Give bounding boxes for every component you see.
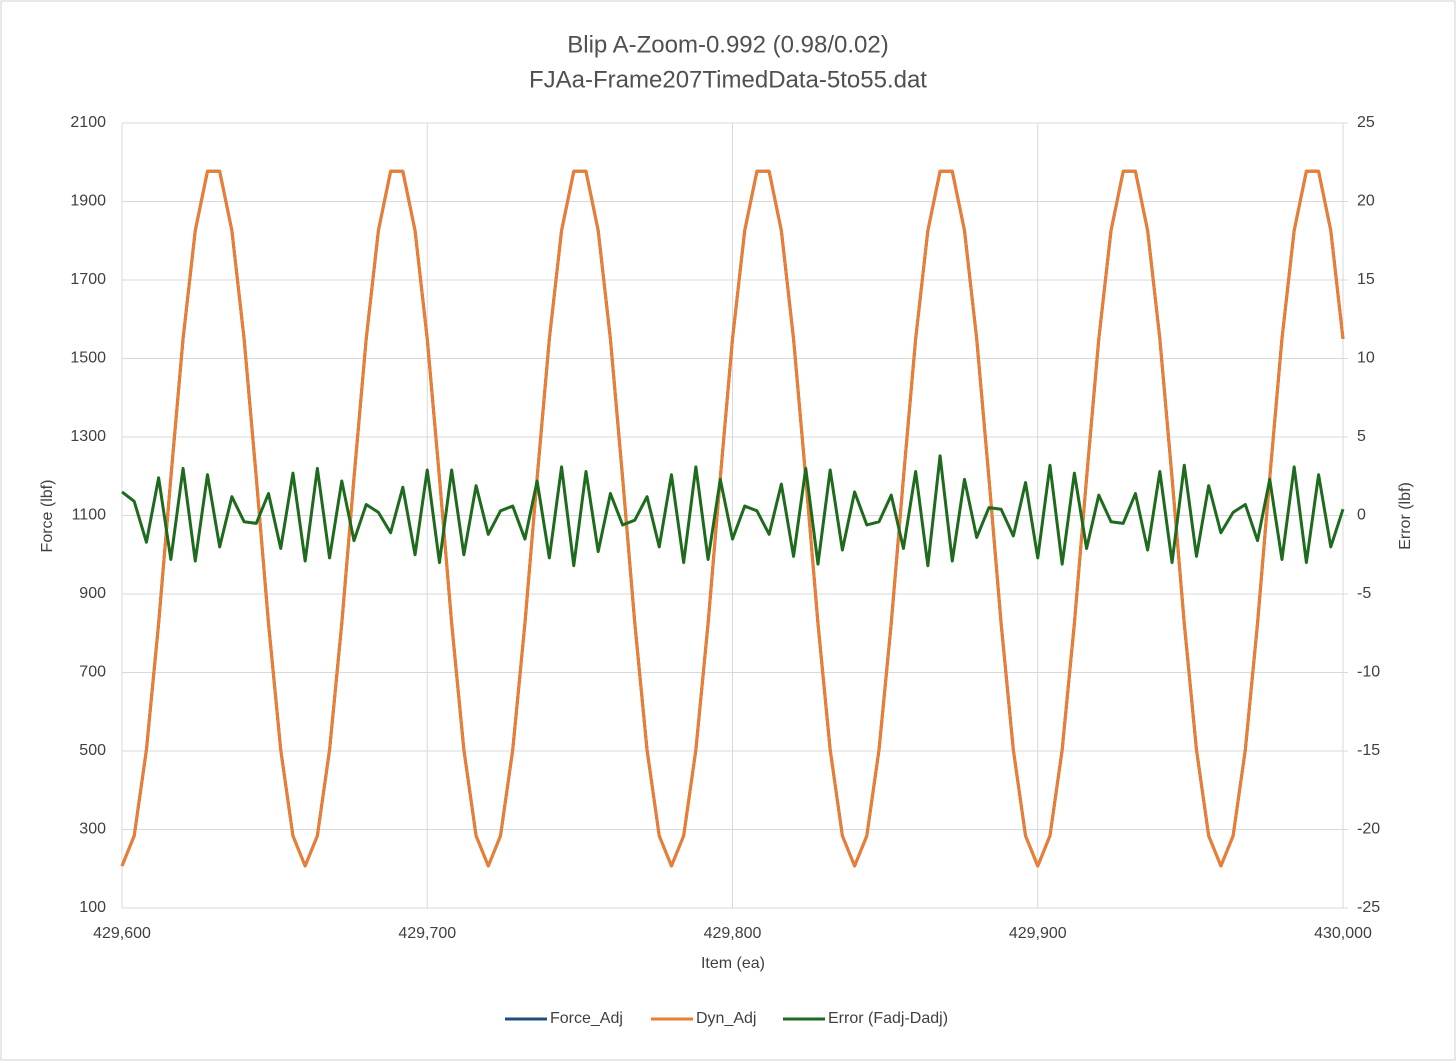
x-tick-label: 430,000	[1314, 925, 1372, 942]
y2-axis-label: Error (lbf)	[1397, 482, 1414, 550]
y2-tick-label: 15	[1357, 271, 1375, 288]
chart-title: Blip A-Zoom-0.992 (0.98/0.02)	[567, 31, 889, 58]
x-tick-label: 429,600	[93, 925, 151, 942]
series-line	[121, 454, 1345, 568]
y2-tick-label: 10	[1357, 350, 1375, 367]
y2-tick-label: -15	[1357, 742, 1380, 759]
y-tick-label: 300	[79, 821, 106, 838]
y-tick-label: 1500	[70, 350, 106, 367]
y2-tick-label: 25	[1357, 114, 1375, 131]
y-tick-label: 900	[79, 585, 106, 602]
x-axis-label: Item (ea)	[701, 955, 765, 972]
x-tick-label: 429,700	[398, 925, 456, 942]
series-line	[120, 169, 1345, 868]
y-axis-label: Force (lbf)	[39, 480, 56, 553]
y2-tick-label: -25	[1357, 899, 1380, 916]
x-tick-label: 429,900	[1009, 925, 1067, 942]
legend-label: Dyn_Adj	[696, 1010, 756, 1027]
y-tick-label: 2100	[70, 114, 106, 131]
legend-label: Force_Adj	[550, 1010, 623, 1027]
y-tick-label: 500	[79, 742, 106, 759]
y2-tick-label: -5	[1357, 585, 1371, 602]
y2-tick-label: -10	[1357, 664, 1380, 681]
y2-tick-label: 20	[1357, 193, 1375, 210]
legend-label: Error (Fadj-Dadj)	[828, 1010, 948, 1027]
y2-tick-label: -20	[1357, 821, 1380, 838]
y-tick-label: 1700	[70, 271, 106, 288]
x-tick-label: 429,800	[704, 925, 762, 942]
y-tick-label: 1900	[70, 193, 106, 210]
y2-tick-label: 5	[1357, 428, 1366, 445]
y-tick-label: 1300	[70, 428, 106, 445]
y-tick-label: 1100	[72, 507, 107, 524]
y-tick-label: 100	[79, 899, 106, 916]
y-tick-label: 700	[79, 664, 106, 681]
y2-tick-label: 0	[1357, 507, 1366, 524]
chart-subtitle: FJAa-Frame207TimedData-5to55.dat	[529, 66, 927, 93]
